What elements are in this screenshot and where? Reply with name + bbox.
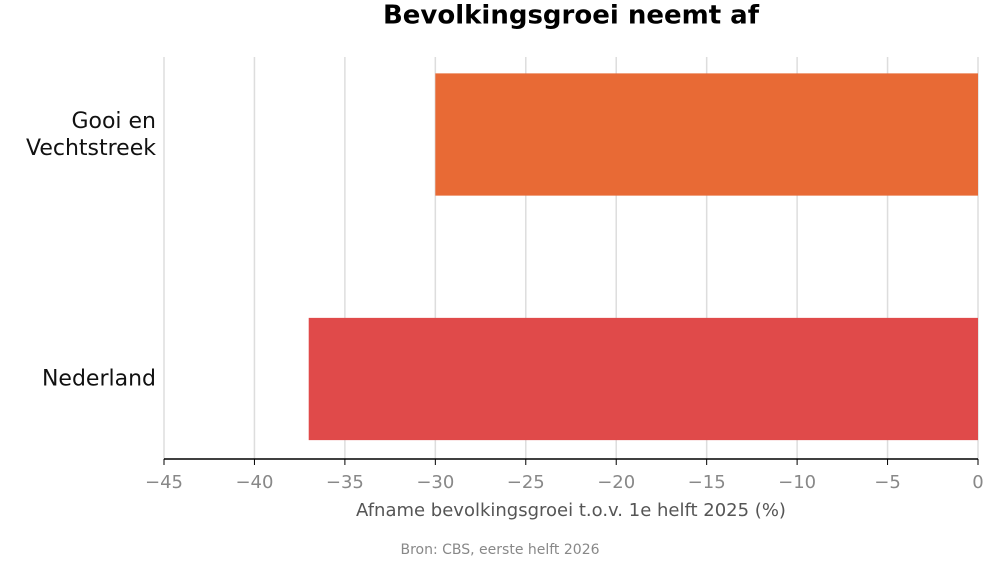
chart-title: Bevolkingsgroei neemt af: [383, 1, 760, 31]
x-tick-label: −20: [597, 472, 635, 493]
y-tick-label: Nederland: [41, 366, 156, 392]
x-tick-label: −40: [235, 472, 273, 493]
x-tick-label: −35: [326, 472, 364, 493]
y-tick-label: Gooi en Vechtstreek: [25, 108, 156, 161]
x-tick-label: −25: [507, 472, 545, 493]
x-tick-label: −30: [416, 472, 454, 493]
x-tick-label: −45: [145, 472, 183, 493]
bar: [308, 317, 978, 441]
x-tick-label: −15: [688, 472, 726, 493]
x-axis-label: Afname bevolkingsgroei t.o.v. 1e helft 2…: [356, 500, 786, 521]
x-tick-label: −5: [874, 472, 901, 493]
x-tick-label: 0: [972, 472, 983, 493]
source: Bron: CBS, eerste helft 2026: [400, 542, 599, 558]
x-tick-label: −10: [778, 472, 816, 493]
bar: [435, 73, 978, 196]
